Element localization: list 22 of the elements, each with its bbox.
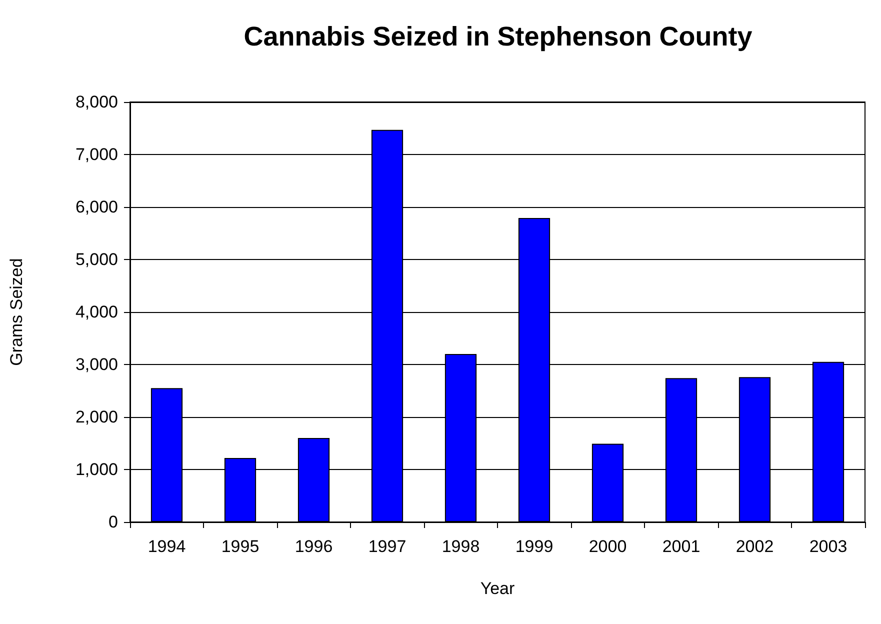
x-axis-title: Year bbox=[480, 579, 516, 598]
x-tick-label: 2003 bbox=[809, 537, 848, 556]
y-tick-label: 0 bbox=[108, 512, 118, 532]
x-tick-label: 1999 bbox=[515, 537, 554, 556]
y-tick-label: 2,000 bbox=[75, 408, 118, 426]
x-tick-label: 1994 bbox=[148, 537, 186, 556]
x-tick-label: 1998 bbox=[442, 537, 480, 556]
x-tick-label: 2001 bbox=[662, 537, 700, 556]
x-tick-label: 2002 bbox=[736, 537, 774, 556]
y-tick-label: 5,000 bbox=[75, 250, 118, 269]
y-tick-label: 6,000 bbox=[75, 198, 118, 216]
x-tick-label: 1995 bbox=[221, 537, 260, 556]
y-tick-label: 7,000 bbox=[75, 145, 118, 164]
y-tick-label: 1,000 bbox=[75, 460, 118, 479]
y-axis-title: Grams Seized bbox=[7, 258, 26, 366]
y-tick-label: 3,000 bbox=[75, 355, 118, 374]
chart-title: Cannabis Seized in Stephenson County bbox=[244, 22, 752, 52]
y-tick-label: 8,000 bbox=[75, 92, 118, 112]
y-tick-label: 4,000 bbox=[75, 302, 118, 322]
x-tick-label: 1996 bbox=[294, 537, 333, 556]
x-tick-label: 1997 bbox=[368, 537, 406, 556]
x-tick-label: 2000 bbox=[588, 537, 627, 556]
